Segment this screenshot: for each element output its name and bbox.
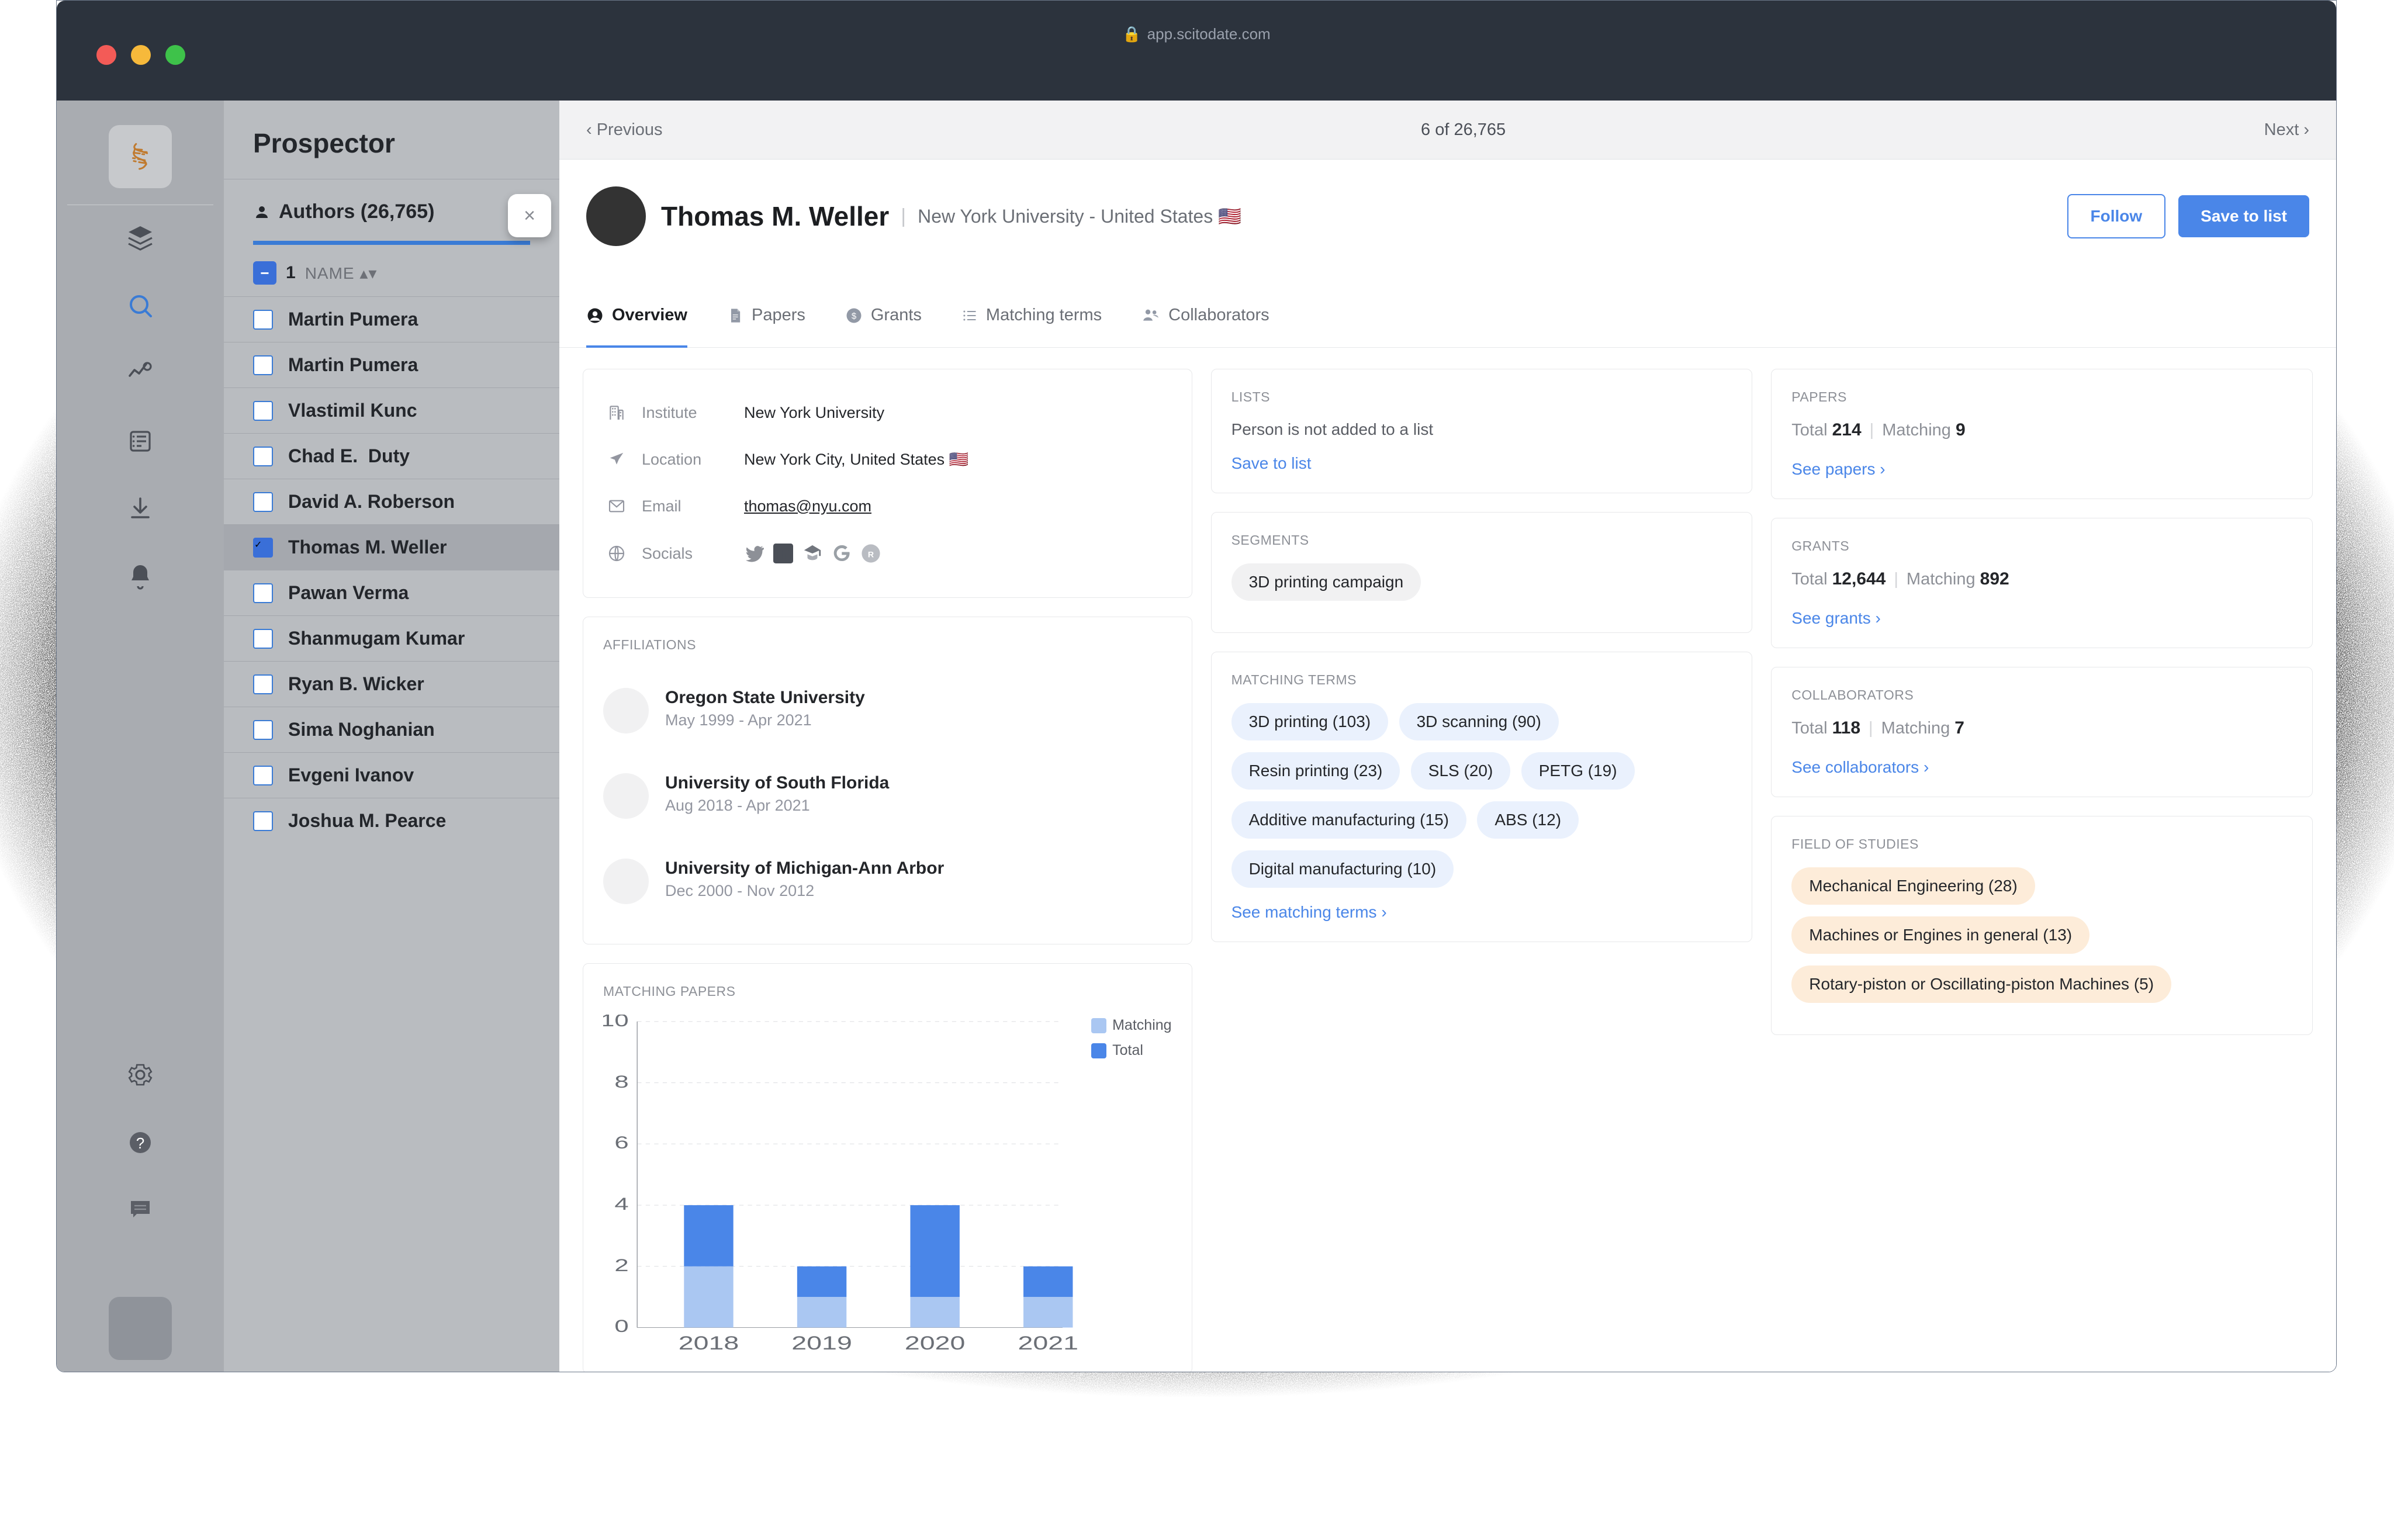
svg-text:2018: 2018 (679, 1333, 739, 1354)
svg-text:0: 0 (614, 1316, 628, 1336)
svg-text:?: ? (136, 1134, 144, 1152)
svg-text:R: R (868, 550, 874, 559)
svg-text:$: $ (852, 311, 857, 321)
svg-text:10: 10 (603, 1015, 629, 1030)
svg-text:2020: 2020 (905, 1333, 966, 1354)
svg-text:2021: 2021 (1018, 1333, 1078, 1354)
svg-text:2019: 2019 (791, 1333, 852, 1354)
svg-text:4: 4 (614, 1194, 628, 1214)
svg-text:8: 8 (614, 1072, 628, 1092)
svg-text:2: 2 (614, 1255, 628, 1275)
svg-text:6: 6 (614, 1133, 628, 1153)
